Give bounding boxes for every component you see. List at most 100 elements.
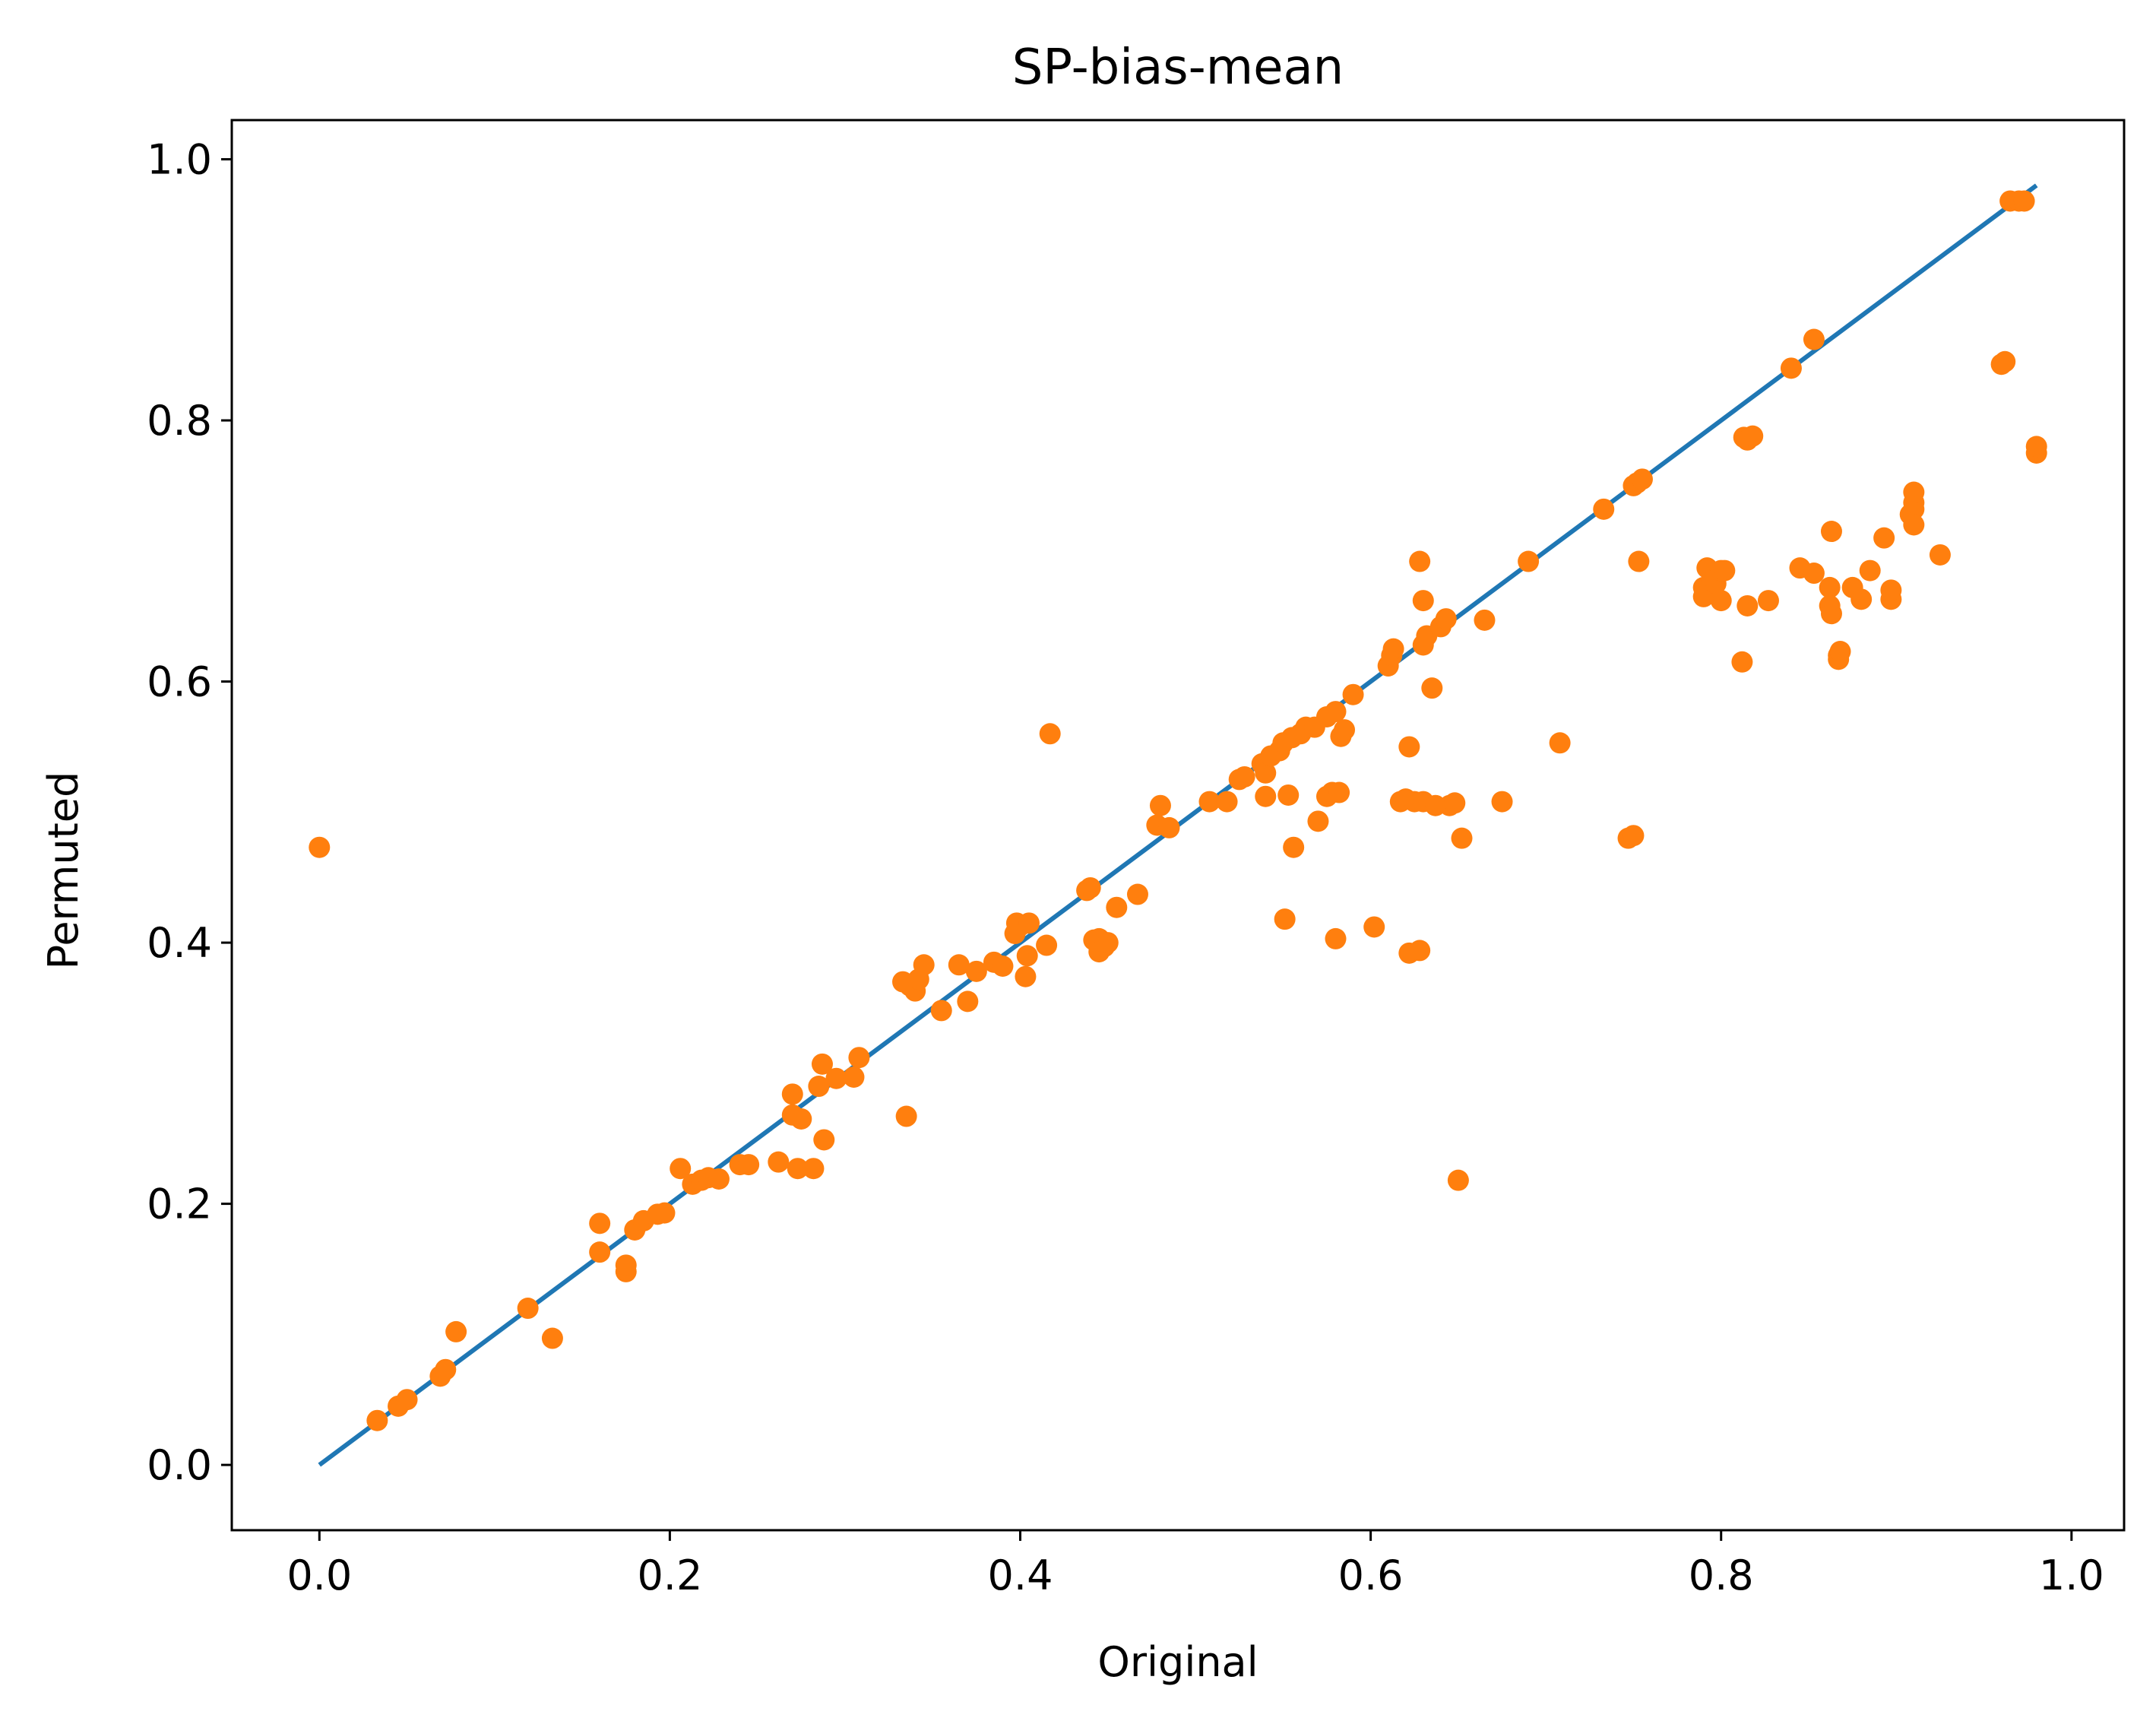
- scatter-point: [1307, 810, 1329, 832]
- scatter-point: [2025, 436, 2047, 458]
- scatter-point: [435, 1358, 457, 1380]
- scatter-point: [1710, 590, 1732, 612]
- scatter-point: [848, 1047, 870, 1069]
- scatter-point: [738, 1154, 760, 1176]
- scatter-point: [1158, 816, 1180, 838]
- x-tick-label: 0.0: [287, 1551, 352, 1599]
- scatter-point: [930, 1000, 952, 1022]
- x-tick-label: 0.4: [988, 1551, 1053, 1599]
- scatter-point: [589, 1212, 611, 1234]
- scatter-point: [541, 1327, 563, 1349]
- scatter-point: [366, 1409, 388, 1431]
- scatter-point: [1097, 932, 1119, 954]
- scatter-point: [1039, 723, 1061, 745]
- scatter-point: [1859, 559, 1881, 582]
- scatter-point: [1873, 527, 1895, 549]
- scatter-point: [1382, 638, 1404, 660]
- scatter-point: [768, 1151, 790, 1173]
- x-axis-label: Original: [1097, 1638, 1258, 1686]
- scatter-point: [825, 1067, 847, 1089]
- scatter-point: [396, 1389, 418, 1411]
- scatter-point: [445, 1320, 467, 1342]
- scatter-point: [1451, 827, 1473, 849]
- scatter-point: [1216, 791, 1238, 813]
- scatter-point: [803, 1158, 825, 1180]
- scatter-point: [309, 836, 331, 858]
- scatter-point: [1549, 732, 1571, 754]
- scatter-point: [957, 990, 979, 1013]
- scatter-point: [1903, 514, 1925, 536]
- scatter-point: [1737, 594, 1759, 616]
- scatter-point: [1328, 781, 1350, 803]
- scatter-point: [787, 1158, 809, 1180]
- y-tick-label: 0.4: [147, 919, 212, 967]
- scatter-point: [708, 1168, 730, 1190]
- scatter-point: [1325, 927, 1347, 949]
- scatter-point: [1929, 544, 1951, 566]
- scatter-point: [1325, 701, 1347, 723]
- scatter-point: [1079, 876, 1101, 899]
- scatter-point: [811, 1053, 833, 1075]
- scatter-point: [843, 1066, 865, 1088]
- scatter-point: [1015, 965, 1037, 987]
- scatter-point: [1880, 579, 1902, 601]
- scatter-point: [1409, 550, 1431, 572]
- scatter-point: [1277, 784, 1300, 806]
- scatter-point: [1593, 498, 1615, 520]
- scatter-point: [1342, 683, 1364, 705]
- scatter-point: [1421, 677, 1443, 699]
- scatter-point: [992, 956, 1014, 977]
- scatter-point: [589, 1241, 611, 1263]
- scatter-point: [1435, 608, 1457, 630]
- scatter-point: [1518, 550, 1540, 572]
- scatter-point: [1819, 576, 1841, 598]
- tick-group: 0.0 0.2 0.4 0.6 0.8 1.0 0.0 0.2 0.4 0.6 0.8 1.0: [147, 136, 2104, 1599]
- scatter-point: [808, 1076, 830, 1098]
- y-tick-label: 1.0: [147, 136, 212, 184]
- scatter-point: [1274, 908, 1296, 930]
- scatter-point: [1731, 651, 1753, 673]
- scatter-point: [1283, 836, 1305, 858]
- scatter-point: [1820, 521, 1842, 543]
- y-tick-label: 0.8: [147, 397, 212, 445]
- scatter-point: [1628, 550, 1650, 572]
- scatter-point: [895, 1105, 917, 1127]
- x-tick-label: 1.0: [2039, 1551, 2104, 1599]
- scatter-point: [1780, 357, 1802, 379]
- scatter-point: [1903, 481, 1925, 503]
- scatter-point: [1447, 1169, 1469, 1191]
- scatter-point: [654, 1202, 676, 1224]
- scatter-point: [1198, 791, 1220, 813]
- scatter-point: [1255, 762, 1277, 784]
- scatter-point: [1444, 792, 1466, 814]
- scatter-point: [1474, 609, 1496, 631]
- scatter-point: [1398, 736, 1420, 758]
- y-axis-label: Permuted: [40, 772, 87, 970]
- plot-content: [309, 183, 2047, 1467]
- scatter-point: [1803, 328, 1825, 350]
- scatter-point: [1126, 883, 1148, 905]
- y-tick-label: 0.6: [147, 658, 212, 706]
- y-tick-label: 0.2: [147, 1181, 212, 1228]
- scatter-point: [1036, 934, 1058, 956]
- scatter-point: [2013, 190, 2035, 212]
- scatter-point: [1018, 912, 1040, 934]
- x-tick-label: 0.6: [1338, 1551, 1404, 1599]
- scatter-point: [1623, 825, 1645, 847]
- y-tick-label: 0.0: [147, 1441, 212, 1489]
- scatter-point: [1714, 559, 1736, 582]
- x-tick-label: 0.2: [637, 1551, 702, 1599]
- scatter-point: [1631, 468, 1653, 490]
- scatter-point: [1149, 794, 1171, 816]
- scatter-point: [1255, 785, 1277, 807]
- scatter-point: [965, 960, 987, 982]
- plot-frame: [230, 119, 2126, 1532]
- scatter-point: [1757, 590, 1779, 612]
- scatter-point: [1994, 350, 2016, 372]
- scatter-point: [1412, 590, 1434, 612]
- scatter-point: [790, 1108, 812, 1130]
- x-tick-label: 0.8: [1689, 1551, 1754, 1599]
- scatter-point: [1363, 916, 1385, 938]
- scatter-point: [1803, 563, 1825, 585]
